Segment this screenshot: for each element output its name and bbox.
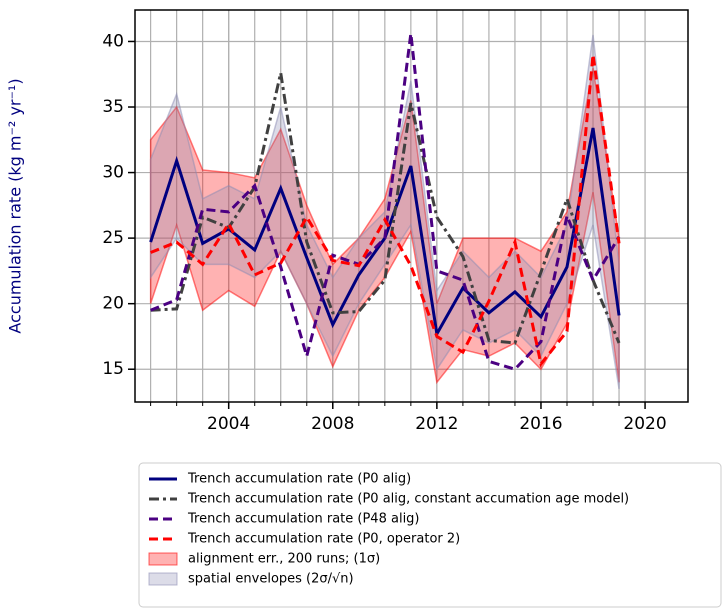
y-tick-label: 35 — [102, 97, 124, 117]
legend-label: alignment err., 200 runs; (1σ) — [188, 552, 380, 567]
x-tick-label: 2020 — [623, 414, 666, 434]
x-tick-label: 2016 — [519, 414, 562, 434]
legend-label: Trench accumulation rate (P48 alig) — [187, 512, 420, 527]
legend-box — [138, 462, 722, 608]
series-line — [150, 72, 621, 345]
series-line — [150, 33, 621, 371]
legend-swatch — [148, 552, 178, 566]
y-tick-label: 25 — [102, 228, 124, 248]
y-axis-label: Accumulation rate (kg m⁻² yr⁻¹) — [6, 78, 25, 333]
legend-label: Trench accumulation rate (P0, operator 2… — [187, 532, 460, 547]
plot-frame — [134, 9, 689, 403]
y-tick-label: 20 — [102, 294, 124, 314]
x-tick-label: 2008 — [311, 414, 354, 434]
legend-swatch — [148, 572, 178, 586]
y-tick-label: 30 — [102, 163, 124, 183]
legend-label: spatial envelopes (2σ/√n) — [188, 572, 354, 587]
series-line — [150, 54, 621, 368]
legend-label: Trench accumulation rate (P0 alig) — [187, 472, 411, 487]
y-tick-label: 15 — [102, 359, 124, 379]
band — [149, 34, 620, 390]
x-tick-label: 2012 — [415, 414, 458, 434]
y-tick-label: 40 — [102, 31, 124, 51]
legend-label: Trench accumulation rate (P0 alig, const… — [187, 492, 629, 507]
x-tick-label: 2004 — [207, 414, 250, 434]
